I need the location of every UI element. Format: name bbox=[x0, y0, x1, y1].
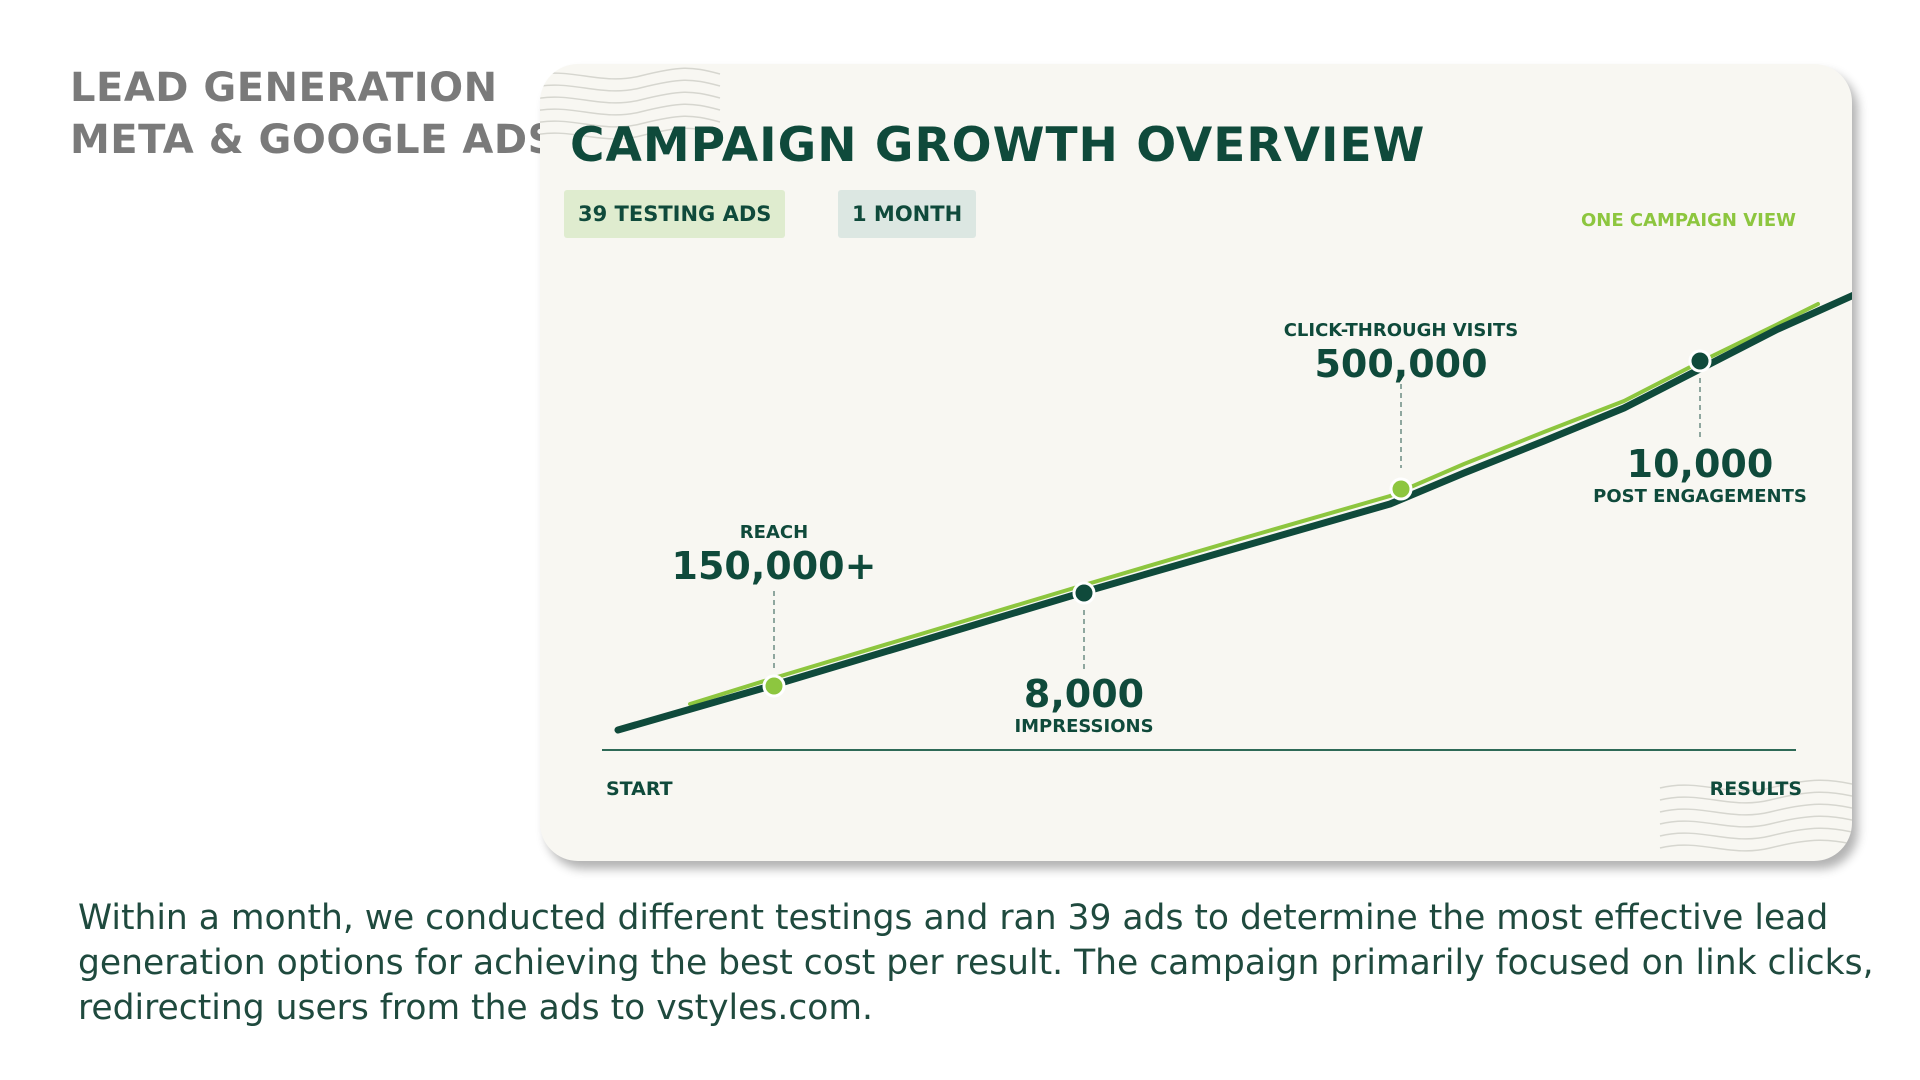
x-axis-end-label: RESULTS bbox=[1709, 778, 1802, 800]
chart-card: CAMPAIGN GROWTH OVERVIEW 39 TESTING ADS … bbox=[540, 64, 1852, 861]
milestone-markers bbox=[762, 349, 1712, 698]
milestone-engagements-annotation: 10,000 POST ENGAGEMENTS bbox=[1593, 442, 1807, 508]
campaign-description: Within a month, we conducted different t… bbox=[78, 898, 1874, 1028]
badge-testing-ads: 39 TESTING ADS bbox=[564, 190, 786, 238]
milestone-impressions-value: 8,000 bbox=[1023, 672, 1145, 716]
milestone-engagements-value: 10,000 bbox=[1626, 442, 1774, 486]
x-axis-start-label: START bbox=[606, 778, 673, 800]
milestone-point-engagements bbox=[1688, 349, 1712, 373]
milestone-reach-label: REACH bbox=[739, 522, 809, 543]
milestone-reach-annotation: REACH 150,000+ bbox=[672, 522, 877, 588]
milestone-clicks-label: CLICK-THROUGH VISITS bbox=[1283, 320, 1519, 341]
milestone-point-reach bbox=[762, 674, 786, 698]
series-accent-line bbox=[688, 302, 1820, 706]
milestone-clicks-annotation: CLICK-THROUGH VISITS 500,000 bbox=[1284, 320, 1519, 386]
wave-decoration-bottom-right bbox=[1659, 779, 1852, 852]
chart-title: CAMPAIGN GROWTH OVERVIEW bbox=[570, 118, 1426, 173]
section-heading-line-1: LEAD GENERATION bbox=[70, 65, 498, 111]
badge-duration: 1 MONTH bbox=[838, 190, 977, 238]
milestone-clicks-value: 500,000 bbox=[1314, 342, 1488, 386]
milestone-impressions-label: IMPRESSIONS bbox=[1014, 716, 1154, 737]
campaign-view-label: ONE CAMPAIGN VIEW bbox=[1580, 210, 1796, 231]
milestone-engagements-label: POST ENGAGEMENTS bbox=[1593, 486, 1807, 507]
chart-svg bbox=[540, 67, 1852, 852]
milestone-impressions-annotation: 8,000 IMPRESSIONS bbox=[1014, 672, 1153, 738]
milestone-reach-value: 150,000+ bbox=[671, 544, 877, 588]
milestone-point-impressions bbox=[1072, 581, 1096, 605]
milestone-point-clicks bbox=[1389, 477, 1413, 501]
section-heading-line-2: META & GOOGLE ADS bbox=[70, 117, 557, 163]
section-heading: LEAD GENERATION META & GOOGLE ADS bbox=[70, 62, 557, 166]
leader-lines bbox=[773, 375, 1701, 670]
series-primary-line bbox=[614, 291, 1852, 734]
wave-decoration-top-left bbox=[540, 67, 721, 140]
